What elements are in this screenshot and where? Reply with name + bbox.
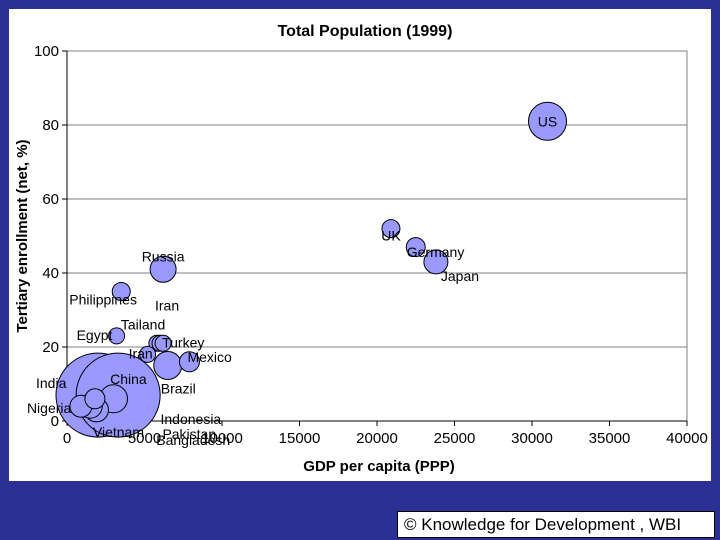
y-tick-label: 60 bbox=[42, 191, 59, 208]
x-tick-label: 25000 bbox=[434, 430, 476, 447]
bubble-uk bbox=[381, 219, 401, 239]
bubble-label-iran: Iran bbox=[129, 345, 153, 361]
bubble-label-philippines: Philippines bbox=[69, 292, 137, 308]
bubbles bbox=[55, 101, 567, 438]
x-tick-label: 20000 bbox=[356, 430, 398, 447]
y-tick-label: 20 bbox=[42, 339, 59, 356]
bubble-iran bbox=[139, 345, 157, 363]
chart-title: Total Population (1999) bbox=[278, 23, 453, 40]
y-axis-title: Tertiary enrollment (net, %) bbox=[14, 139, 31, 332]
bubble-label-turkey: Turkey bbox=[162, 334, 204, 350]
bubble-label-pakistan: Pakistan bbox=[162, 426, 216, 442]
bubble-label-china: China bbox=[110, 371, 147, 387]
y-tick-label: 40 bbox=[42, 265, 59, 282]
bubble-russia bbox=[149, 255, 177, 283]
bubble-label-russia: Russia bbox=[142, 248, 185, 264]
bubble-label-brazil: Brazil bbox=[161, 381, 196, 397]
x-axis-title: GDP per capita (PPP) bbox=[303, 458, 454, 475]
x-tick-label: 5000 bbox=[128, 430, 161, 447]
bubble-label-tailand: Tailand bbox=[121, 316, 165, 332]
bubble-mexico bbox=[178, 351, 200, 373]
bubble-label-japan: Japan bbox=[441, 268, 479, 284]
axes: 0 20 40 60 80 100 0 5000 10000 15000 20000 25000 300… bbox=[34, 43, 708, 447]
y-tick-label: 100 bbox=[34, 43, 59, 60]
x-tick-label: 15000 bbox=[279, 430, 321, 447]
copyright-footer: © Knowledge for Development , WBI bbox=[397, 511, 715, 538]
x-tick-label: 40000 bbox=[666, 430, 708, 447]
bubble-label-germany: Germany bbox=[407, 244, 465, 260]
bubble-label-vietnam: Vietnam bbox=[93, 424, 144, 440]
bubble-label-us: US bbox=[538, 113, 557, 129]
bubble-label-egypt: Egypt bbox=[77, 327, 113, 343]
y-tick-label: 0 bbox=[51, 413, 59, 430]
x-tick-label: 0 bbox=[63, 430, 71, 447]
x-tick-label: 10000 bbox=[201, 430, 243, 447]
bubble-label-india: India bbox=[36, 375, 67, 391]
x-tick-label: 35000 bbox=[589, 430, 631, 447]
bubble-turkey bbox=[154, 334, 172, 352]
bubble-philippines bbox=[111, 282, 131, 301]
bubble-label-uk: UK bbox=[381, 228, 401, 244]
bubble-label-bangladesh: Bangladesh bbox=[156, 432, 230, 448]
bubble-label-mexico: Mexico bbox=[187, 349, 232, 365]
bubble-us bbox=[528, 101, 567, 141]
bubble-brazil bbox=[153, 351, 183, 380]
bubble-germany bbox=[405, 237, 426, 258]
x-tick-label: 30000 bbox=[511, 430, 553, 447]
y-tick-label: 80 bbox=[42, 117, 59, 134]
bubble-japan bbox=[423, 249, 449, 275]
bubble-label-nigeria: Nigeria bbox=[27, 400, 72, 416]
bubble-labels: US UK Germany Japan Russia Philippines Egypt Ta… bbox=[27, 113, 557, 448]
bubble-chart: Total Population (1999) 0 20 40 60 80 100 0 500… bbox=[14, 23, 708, 475]
bubble-egypt bbox=[108, 327, 126, 345]
bubble-label-indonesia: Indonesia bbox=[161, 411, 222, 427]
chart-panel: Total Population (1999) 0 20 40 60 80 100 0 500… bbox=[9, 9, 711, 481]
bubble-vietnam bbox=[84, 388, 106, 410]
bubble-label-iran: Iran bbox=[155, 297, 179, 313]
